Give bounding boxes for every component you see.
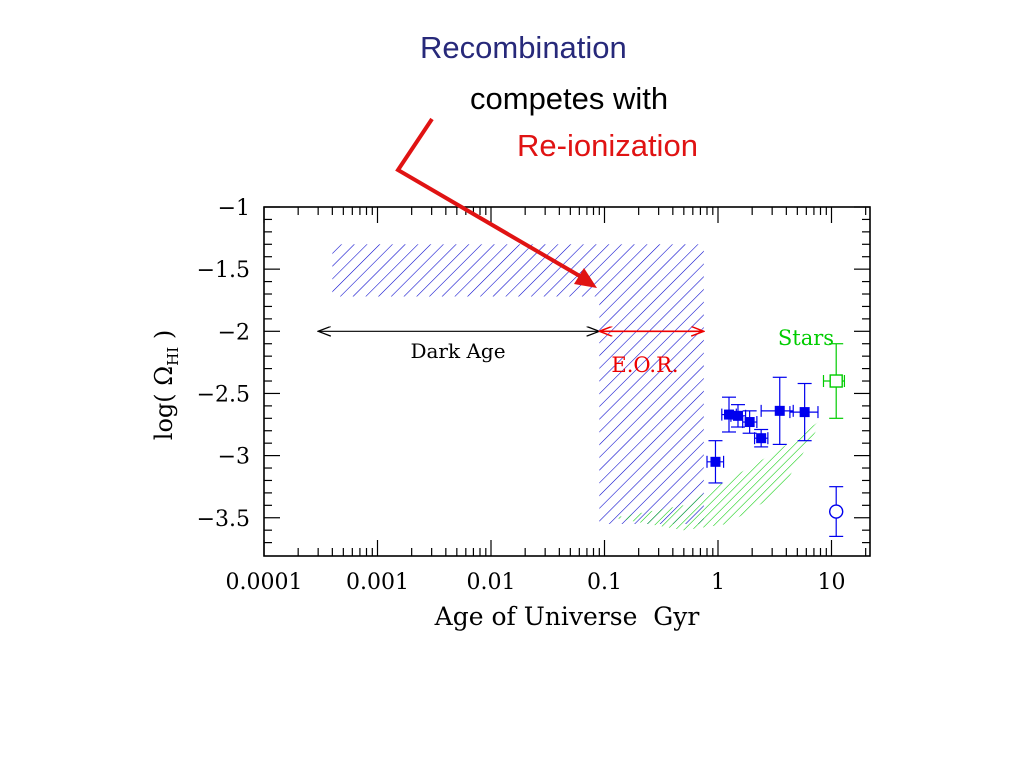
- header-recombination: Recombination: [420, 30, 627, 65]
- annotation-stars: Stars: [778, 326, 834, 350]
- data-points: [706, 343, 846, 537]
- chart-regions: [332, 244, 824, 531]
- dark-age-band: [332, 244, 600, 297]
- y-axis-label-sub: HI: [164, 347, 182, 366]
- data-point: [760, 376, 794, 446]
- data-point: [822, 343, 846, 419]
- axis-tick-labels: 0.0001 0.001 0.01 0.1 1 10 −1 −1.5 −2 −2.5 −3 −3.5: [197, 196, 846, 595]
- y-tick-label: −2: [218, 320, 250, 345]
- annotation-eor: E.O.R.: [611, 353, 678, 377]
- marker-filled-square: [799, 407, 810, 418]
- marker-open-square: [829, 374, 843, 388]
- marker-filled-square: [774, 405, 785, 416]
- marker-filled-square: [744, 417, 755, 428]
- callout-arrow-head: [574, 268, 597, 288]
- marker-filled-square: [723, 409, 734, 420]
- y-tick-label: −3.5: [197, 507, 250, 532]
- x-tick-label: 0.1: [587, 570, 622, 595]
- marker-filled-square: [710, 456, 721, 467]
- annotation-dark-age: Dark Age: [410, 339, 505, 363]
- x-tick-label: 0.01: [467, 570, 516, 595]
- stars-band: [613, 418, 824, 531]
- data-point: [789, 382, 819, 442]
- y-tick-label: −3: [218, 445, 250, 470]
- y-tick-label: −1: [218, 196, 250, 221]
- marker-filled-square: [756, 433, 767, 444]
- y-tick-label: −2.5: [197, 382, 250, 407]
- data-point: [753, 428, 769, 448]
- data-point: [828, 486, 844, 537]
- x-tick-label: 1: [711, 570, 725, 595]
- header-competes-with: competes with: [470, 81, 669, 116]
- axis-ticks: [263, 206, 870, 556]
- marker-open-circle: [828, 504, 844, 519]
- data-point: [706, 440, 725, 484]
- marker-filled-square: [732, 410, 743, 421]
- y-axis-label-close: ): [150, 330, 178, 347]
- x-tick-label: 0.001: [346, 570, 409, 595]
- x-tick-label: 10: [818, 570, 846, 595]
- x-tick-label: 0.0001: [226, 570, 303, 595]
- callout-arrow-line: [395, 117, 592, 284]
- data-point: [721, 396, 737, 433]
- x-axis-label: Age of Universe Gyr: [434, 602, 700, 631]
- eor-band: [599, 244, 704, 524]
- data-point: [730, 404, 747, 428]
- y-tick-label: −1.5: [197, 258, 250, 283]
- y-axis-label: log( ΩHI ): [150, 330, 182, 440]
- header-reionization: Re-ionization: [517, 128, 698, 163]
- y-axis-label-main: log( Ω: [150, 366, 178, 440]
